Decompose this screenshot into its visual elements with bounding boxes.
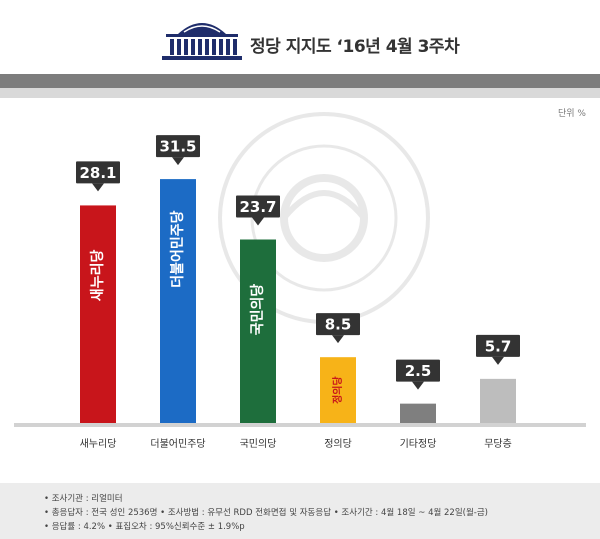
bar-chart: 새누리당28.1새누리당더불어민주당31.5더불어민주당국민의당23.7국민의당… (14, 135, 586, 450)
value-callout-2 (156, 135, 200, 158)
category-label-1: 새누리당 (80, 438, 117, 450)
page-title: 정당 지지도 ‘16년 4월 3주차 (250, 37, 460, 57)
value-callout-5 (396, 359, 440, 382)
value-callout-3 (236, 195, 280, 218)
footer-response: • 응답률 : 4.2% • 표집오차 : 95%신뢰수준 ± 1.9%p (44, 522, 245, 532)
header-band-light (0, 88, 600, 98)
bar-4 (320, 357, 356, 423)
value-callout-4 (316, 313, 360, 336)
category-label-6: 무당층 (484, 438, 512, 450)
value-label-1: 28.1 (79, 164, 116, 182)
category-label-4: 정의당 (324, 438, 352, 450)
header-band (0, 74, 600, 88)
bar-1 (80, 205, 116, 423)
value-callout-6 (476, 334, 520, 357)
unit-label: 단위 % (558, 109, 586, 119)
category-label-5: 기타정당 (400, 438, 437, 450)
bar-3 (240, 239, 276, 423)
value-label-5: 2.5 (405, 362, 432, 380)
value-callout-pointer-4 (332, 335, 344, 344)
national-assembly-icon (162, 23, 242, 60)
category-label-3: 국민의당 (240, 438, 277, 450)
value-callout-pointer-5 (412, 381, 424, 390)
footer: • 조사기관 : 리얼미터 • 총응답자 : 전국 성인 2536명 • 조사방… (0, 483, 600, 539)
value-callout-pointer-1 (92, 183, 104, 192)
value-label-3: 23.7 (239, 198, 276, 216)
value-callout-pointer-2 (172, 157, 184, 166)
footer-method: • 총응답자 : 전국 성인 2536명 • 조사방법 : 유무선 RDD 전화… (44, 508, 488, 518)
bar-6 (480, 378, 516, 423)
bar-logo-2: 더불어민주당 (169, 210, 186, 287)
value-label-4: 8.5 (325, 316, 352, 334)
value-callout-pointer-6 (492, 356, 504, 365)
baseline (14, 423, 586, 427)
bar-5 (400, 403, 436, 423)
footer-source: • 조사기관 : 리얼미터 (44, 494, 123, 504)
header: 정당 지지도 ‘16년 4월 3주차 (0, 0, 600, 70)
category-label-2: 더불어민주당 (150, 438, 205, 450)
value-callout-1 (76, 161, 120, 184)
value-label-2: 31.5 (159, 138, 196, 156)
value-label-6: 5.7 (485, 337, 512, 355)
value-callout-pointer-3 (252, 217, 264, 226)
bar-2 (160, 179, 196, 423)
bar-logo-1: 새누리당 (89, 250, 106, 302)
bar-logo-3: 국민의당 (249, 284, 266, 336)
bar-logo-4: 정의당 (331, 375, 344, 403)
